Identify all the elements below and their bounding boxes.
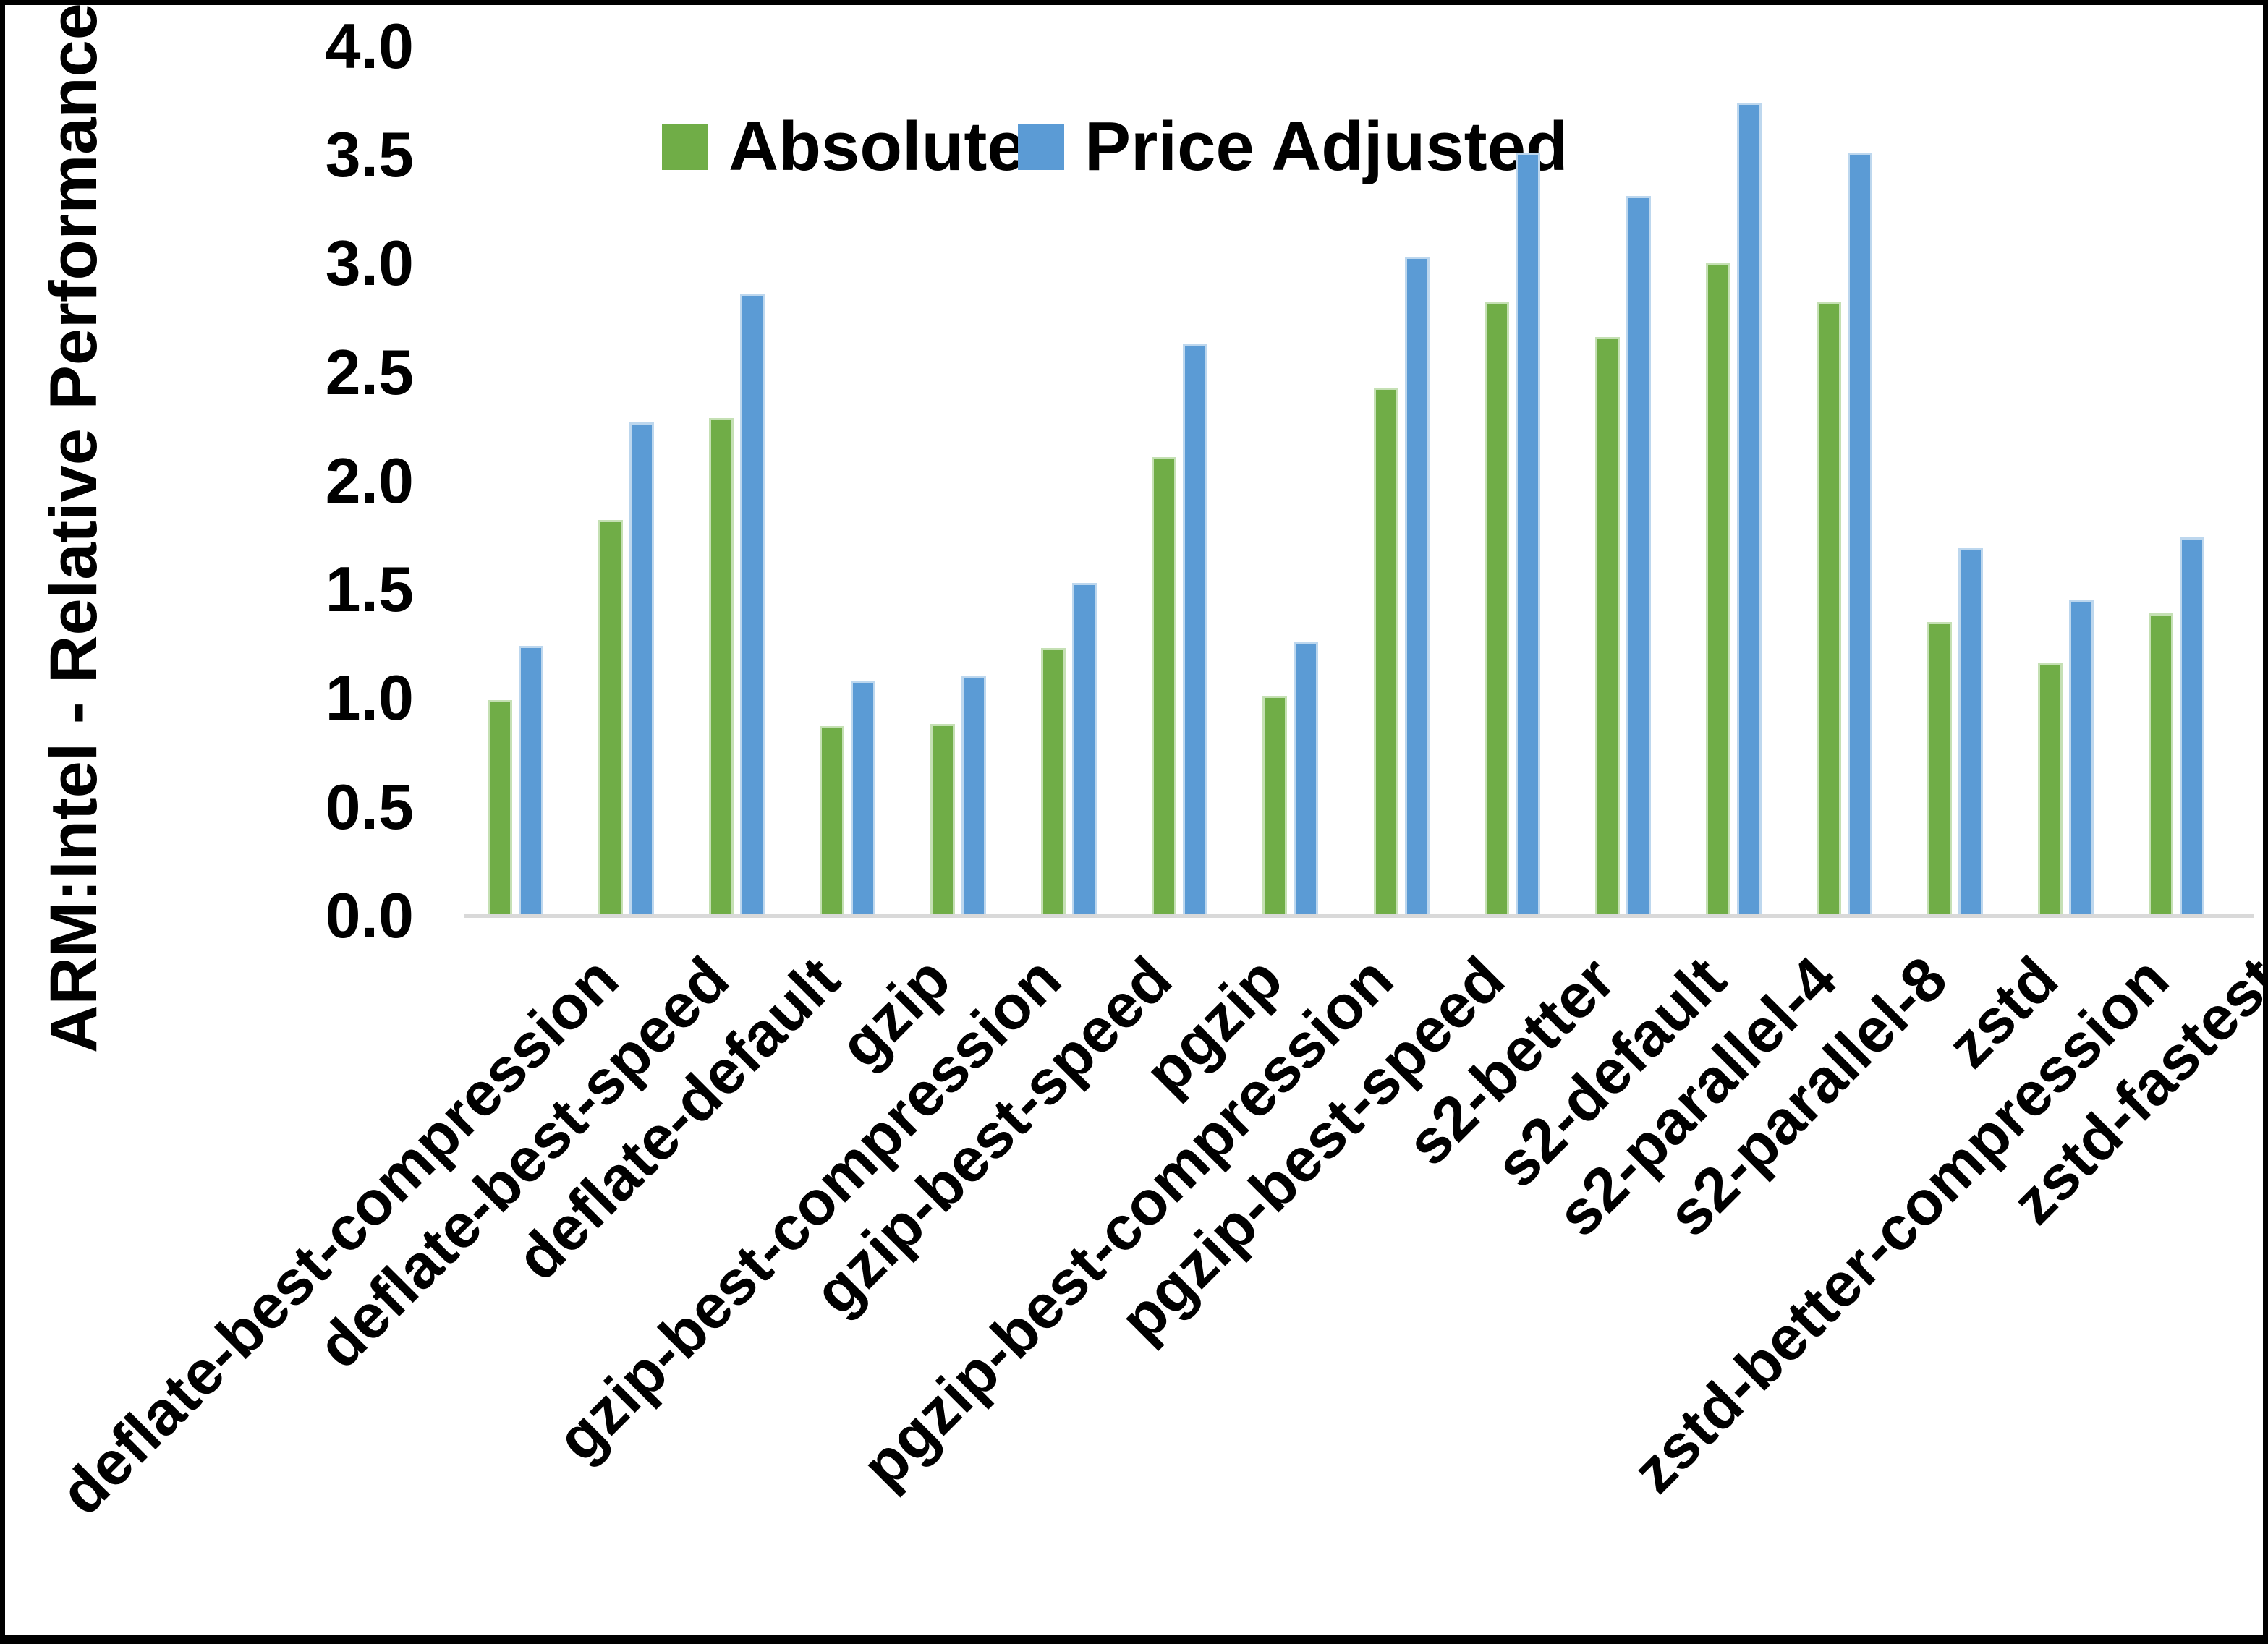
bar-price-adjusted-pgzip-best-compression [1294, 642, 1318, 916]
bar-absolute-pgzip [1152, 457, 1176, 916]
y-tick-label: 3.0 [325, 227, 414, 299]
bar-absolute-gzip-best-speed [1041, 648, 1066, 916]
bar-absolute-zstd [1927, 622, 1952, 916]
bar-price-adjusted-s2-default [1626, 196, 1651, 916]
y-tick-label: 2.5 [325, 336, 414, 408]
bar-price-adjusted-s2-parallel-4 [1737, 103, 1762, 916]
bar-absolute-deflate-best-speed [598, 520, 623, 916]
bar-absolute-gzip-best-compression [930, 724, 955, 916]
y-tick-label: 0.5 [325, 770, 414, 843]
y-tick-label: 1.0 [325, 662, 414, 734]
legend-label-absolute: Absolute [729, 108, 1026, 185]
bar-price-adjusted-zstd-better-compression [2069, 600, 2094, 916]
legend-entry-absolute: Absolute [662, 112, 1026, 182]
y-tick-label: 2.0 [325, 444, 414, 516]
plot-area [464, 46, 2254, 916]
legend-entry-price-adjusted: Price Adjusted [1018, 112, 1568, 182]
bar-price-adjusted-zstd [1958, 548, 1983, 916]
bar-absolute-zstd-fastest [2149, 613, 2173, 916]
bar-absolute-pgzip-best-speed [1374, 388, 1398, 916]
bar-absolute-s2-default [1595, 337, 1620, 916]
legend-label-price-adjusted: Price Adjusted [1084, 108, 1568, 185]
bar-price-adjusted-pgzip [1183, 344, 1207, 916]
bar-absolute-deflate-best-compression [488, 700, 512, 916]
legend-swatch-absolute-icon [662, 124, 708, 170]
bar-absolute-s2-parallel-8 [1817, 302, 1841, 916]
bar-price-adjusted-s2-better [1516, 153, 1540, 916]
bar-price-adjusted-deflate-best-compression [519, 646, 543, 916]
bar-price-adjusted-pgzip-best-speed [1405, 257, 1430, 916]
bar-absolute-gzip [820, 726, 844, 916]
y-tick-label: 0.0 [325, 880, 414, 951]
bar-absolute-s2-parallel-4 [1706, 263, 1730, 916]
bar-price-adjusted-deflate-default [740, 294, 765, 916]
y-tick-label: 1.5 [325, 553, 414, 626]
bar-absolute-deflate-default [709, 418, 734, 916]
bar-price-adjusted-gzip-best-compression [961, 676, 986, 916]
legend-swatch-price-adjusted-icon [1018, 124, 1064, 170]
y-tick-label: 3.5 [325, 118, 414, 190]
bar-absolute-pgzip-best-compression [1262, 696, 1287, 916]
bar-price-adjusted-gzip-best-speed [1072, 583, 1097, 916]
bar-price-adjusted-zstd-fastest [2180, 537, 2204, 916]
bar-absolute-s2-better [1485, 302, 1509, 916]
y-tick-label: 4.0 [325, 9, 414, 82]
bar-price-adjusted-gzip [851, 681, 875, 916]
bar-absolute-zstd-better-compression [2038, 663, 2063, 916]
bar-price-adjusted-deflate-best-speed [629, 422, 654, 916]
bar-price-adjusted-s2-parallel-8 [1848, 153, 1872, 916]
x-axis-baseline [464, 914, 2254, 918]
